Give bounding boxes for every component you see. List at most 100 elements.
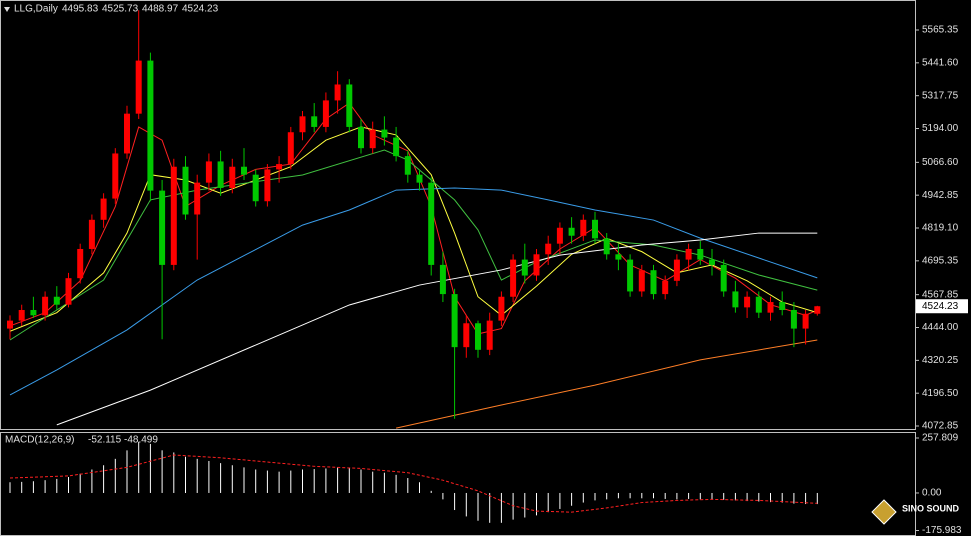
logo-mark [871, 499, 897, 525]
candle-body [334, 84, 341, 101]
candle-body [205, 161, 212, 183]
y-tick-label: 4819.10 [922, 223, 959, 234]
candle-body [790, 310, 797, 329]
ohlc-value: 4495.83 [62, 4, 99, 15]
candle-body [311, 116, 318, 127]
indicator-title: MACD(12,26,9) [5, 435, 74, 446]
candle-body [194, 182, 201, 215]
candle-body [709, 259, 715, 265]
candle-body [451, 294, 458, 348]
y-tick-label: 4072.85 [922, 421, 959, 432]
candle-body [53, 296, 60, 305]
candle-body [358, 126, 364, 149]
y-tick-label: 5317.75 [922, 90, 959, 101]
ohlc-value: 4525.73 [102, 4, 139, 15]
candle-body [264, 169, 271, 202]
last-price-box [916, 299, 968, 314]
y-tick-label: 4567.85 [922, 289, 959, 300]
candle-body [182, 166, 189, 215]
candle-body [720, 264, 727, 292]
candle-body [744, 296, 751, 308]
candle-body [533, 254, 540, 276]
candle-body [124, 113, 130, 154]
candle-body [638, 270, 645, 292]
candle-body [30, 310, 37, 316]
candle-body [369, 129, 376, 149]
candle-body [697, 248, 704, 260]
candle-body [381, 129, 388, 138]
indicator-value: -52.115 [88, 435, 122, 446]
y-tick-label: 5066.60 [922, 157, 959, 168]
y-tick-label: 4444.00 [922, 322, 959, 333]
candle-body [568, 227, 575, 236]
y-tick-label: 257.809 [922, 433, 959, 444]
logo: SINO SOUND [871, 499, 960, 525]
candle-body [416, 174, 423, 183]
y-tick-label: 4196.50 [922, 388, 959, 399]
candle-body [276, 164, 283, 170]
candle-body [510, 259, 517, 297]
candle-body [486, 320, 493, 350]
candle-body [814, 306, 821, 314]
candle-body [755, 296, 762, 313]
candle-body [7, 320, 13, 329]
main-frame [0, 0, 916, 430]
candle-body [603, 238, 610, 255]
indicator-value: -48.499 [124, 435, 158, 446]
chart-title: LLG,Daily [14, 4, 58, 15]
candle-body [428, 182, 435, 265]
candle-body [580, 219, 587, 236]
last-price-label: 4524.23 [922, 301, 959, 312]
ohlc-value: 4488.97 [142, 4, 179, 15]
candle-body [65, 278, 72, 305]
menu-arrow [4, 7, 10, 12]
candle-body [252, 174, 259, 202]
candle-body [463, 323, 470, 348]
moving-average [395, 339, 818, 429]
candle-body [404, 156, 411, 175]
moving-average [9, 187, 818, 396]
candle-body [299, 116, 306, 133]
candle-body [767, 302, 774, 313]
candle-body [100, 198, 107, 220]
candle-body [545, 243, 552, 255]
candle-body [135, 60, 142, 114]
moving-average [56, 232, 818, 426]
candle-body [147, 60, 154, 191]
logo-text: SINO SOUND [902, 503, 960, 513]
candle-body [439, 264, 446, 295]
candle-body [241, 166, 247, 175]
candle-body [322, 100, 329, 127]
candle-body [287, 132, 294, 165]
candle-body [615, 254, 622, 260]
candle-body [732, 291, 739, 308]
candle-body [159, 190, 166, 265]
candle-body [662, 280, 669, 295]
candle-body [77, 248, 84, 279]
y-tick-label: 5441.60 [922, 57, 959, 68]
candle-body [18, 310, 25, 321]
y-tick-label: 5194.00 [922, 123, 959, 134]
y-tick-label: 4320.25 [922, 355, 959, 366]
candle-body [42, 296, 49, 316]
candle-body [112, 153, 119, 199]
candle-body [802, 313, 809, 329]
candle-body [170, 166, 177, 265]
candle-body [393, 137, 400, 157]
y-tick-label: 0.00 [922, 488, 942, 499]
y-tick-label: 5565.35 [922, 25, 959, 36]
candle-body [779, 302, 786, 311]
candle-body [521, 259, 528, 276]
candle-body [229, 166, 236, 188]
signal-line [9, 454, 818, 513]
candle-body [88, 219, 95, 249]
y-tick-label: -175.983 [922, 525, 962, 536]
candle-body [346, 84, 353, 127]
candle-body [627, 259, 634, 292]
candle-body [592, 219, 598, 239]
candle-body [475, 323, 481, 350]
candle-body [685, 248, 692, 260]
candle-body [650, 270, 657, 295]
